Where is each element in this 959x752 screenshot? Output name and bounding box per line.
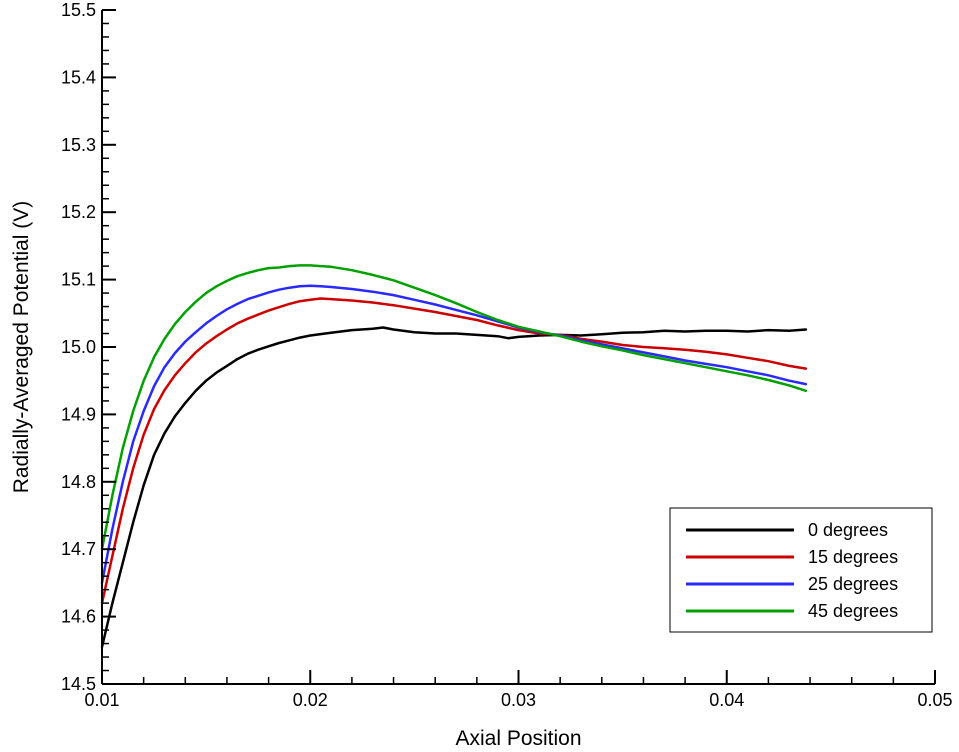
y-tick-label: 14.9 <box>61 404 96 424</box>
y-tick-label: 15.2 <box>61 202 96 222</box>
x-tick-label: 0.03 <box>501 690 536 710</box>
series-line-4 <box>100 264 808 551</box>
y-tick-label: 15.0 <box>61 337 96 357</box>
x-axis-title: Axial Position <box>455 727 581 750</box>
y-tick-label: 14.8 <box>61 472 96 492</box>
x-tick-label: 0.01 <box>84 690 119 710</box>
x-tick-label: 0.04 <box>709 690 744 710</box>
series-line-2 <box>100 297 808 605</box>
legend-label: 25 degrees <box>808 574 898 594</box>
y-tick-label: 15.5 <box>61 0 96 20</box>
series-line-1 <box>100 326 808 649</box>
legend-label: 15 degrees <box>808 547 898 567</box>
axes: 0.01 0.02 0.03 0.04 0.05 14.5 14.6 14.7 14.8 14.9… <box>61 0 953 710</box>
plot-area <box>100 264 808 649</box>
y-axis-title: Radially-Averaged Potential (V) <box>10 201 33 494</box>
series-line-3 <box>100 284 808 585</box>
x-tick-label: 0.05 <box>917 690 952 710</box>
legend-label: 45 degrees <box>808 601 898 621</box>
x-tick-label: 0.02 <box>293 690 328 710</box>
y-tick-label: 15.1 <box>61 270 96 290</box>
y-tick-label: 14.7 <box>61 539 96 559</box>
legend-label: 0 degrees <box>808 520 888 540</box>
y-tick-label: 14.5 <box>61 674 96 694</box>
y-tick-label: 14.6 <box>61 607 96 627</box>
y-tick-label: 15.4 <box>61 67 96 87</box>
y-tick-label: 15.3 <box>61 135 96 155</box>
legend: 0 degrees 15 degrees 25 degrees 45 degrees <box>669 507 933 633</box>
